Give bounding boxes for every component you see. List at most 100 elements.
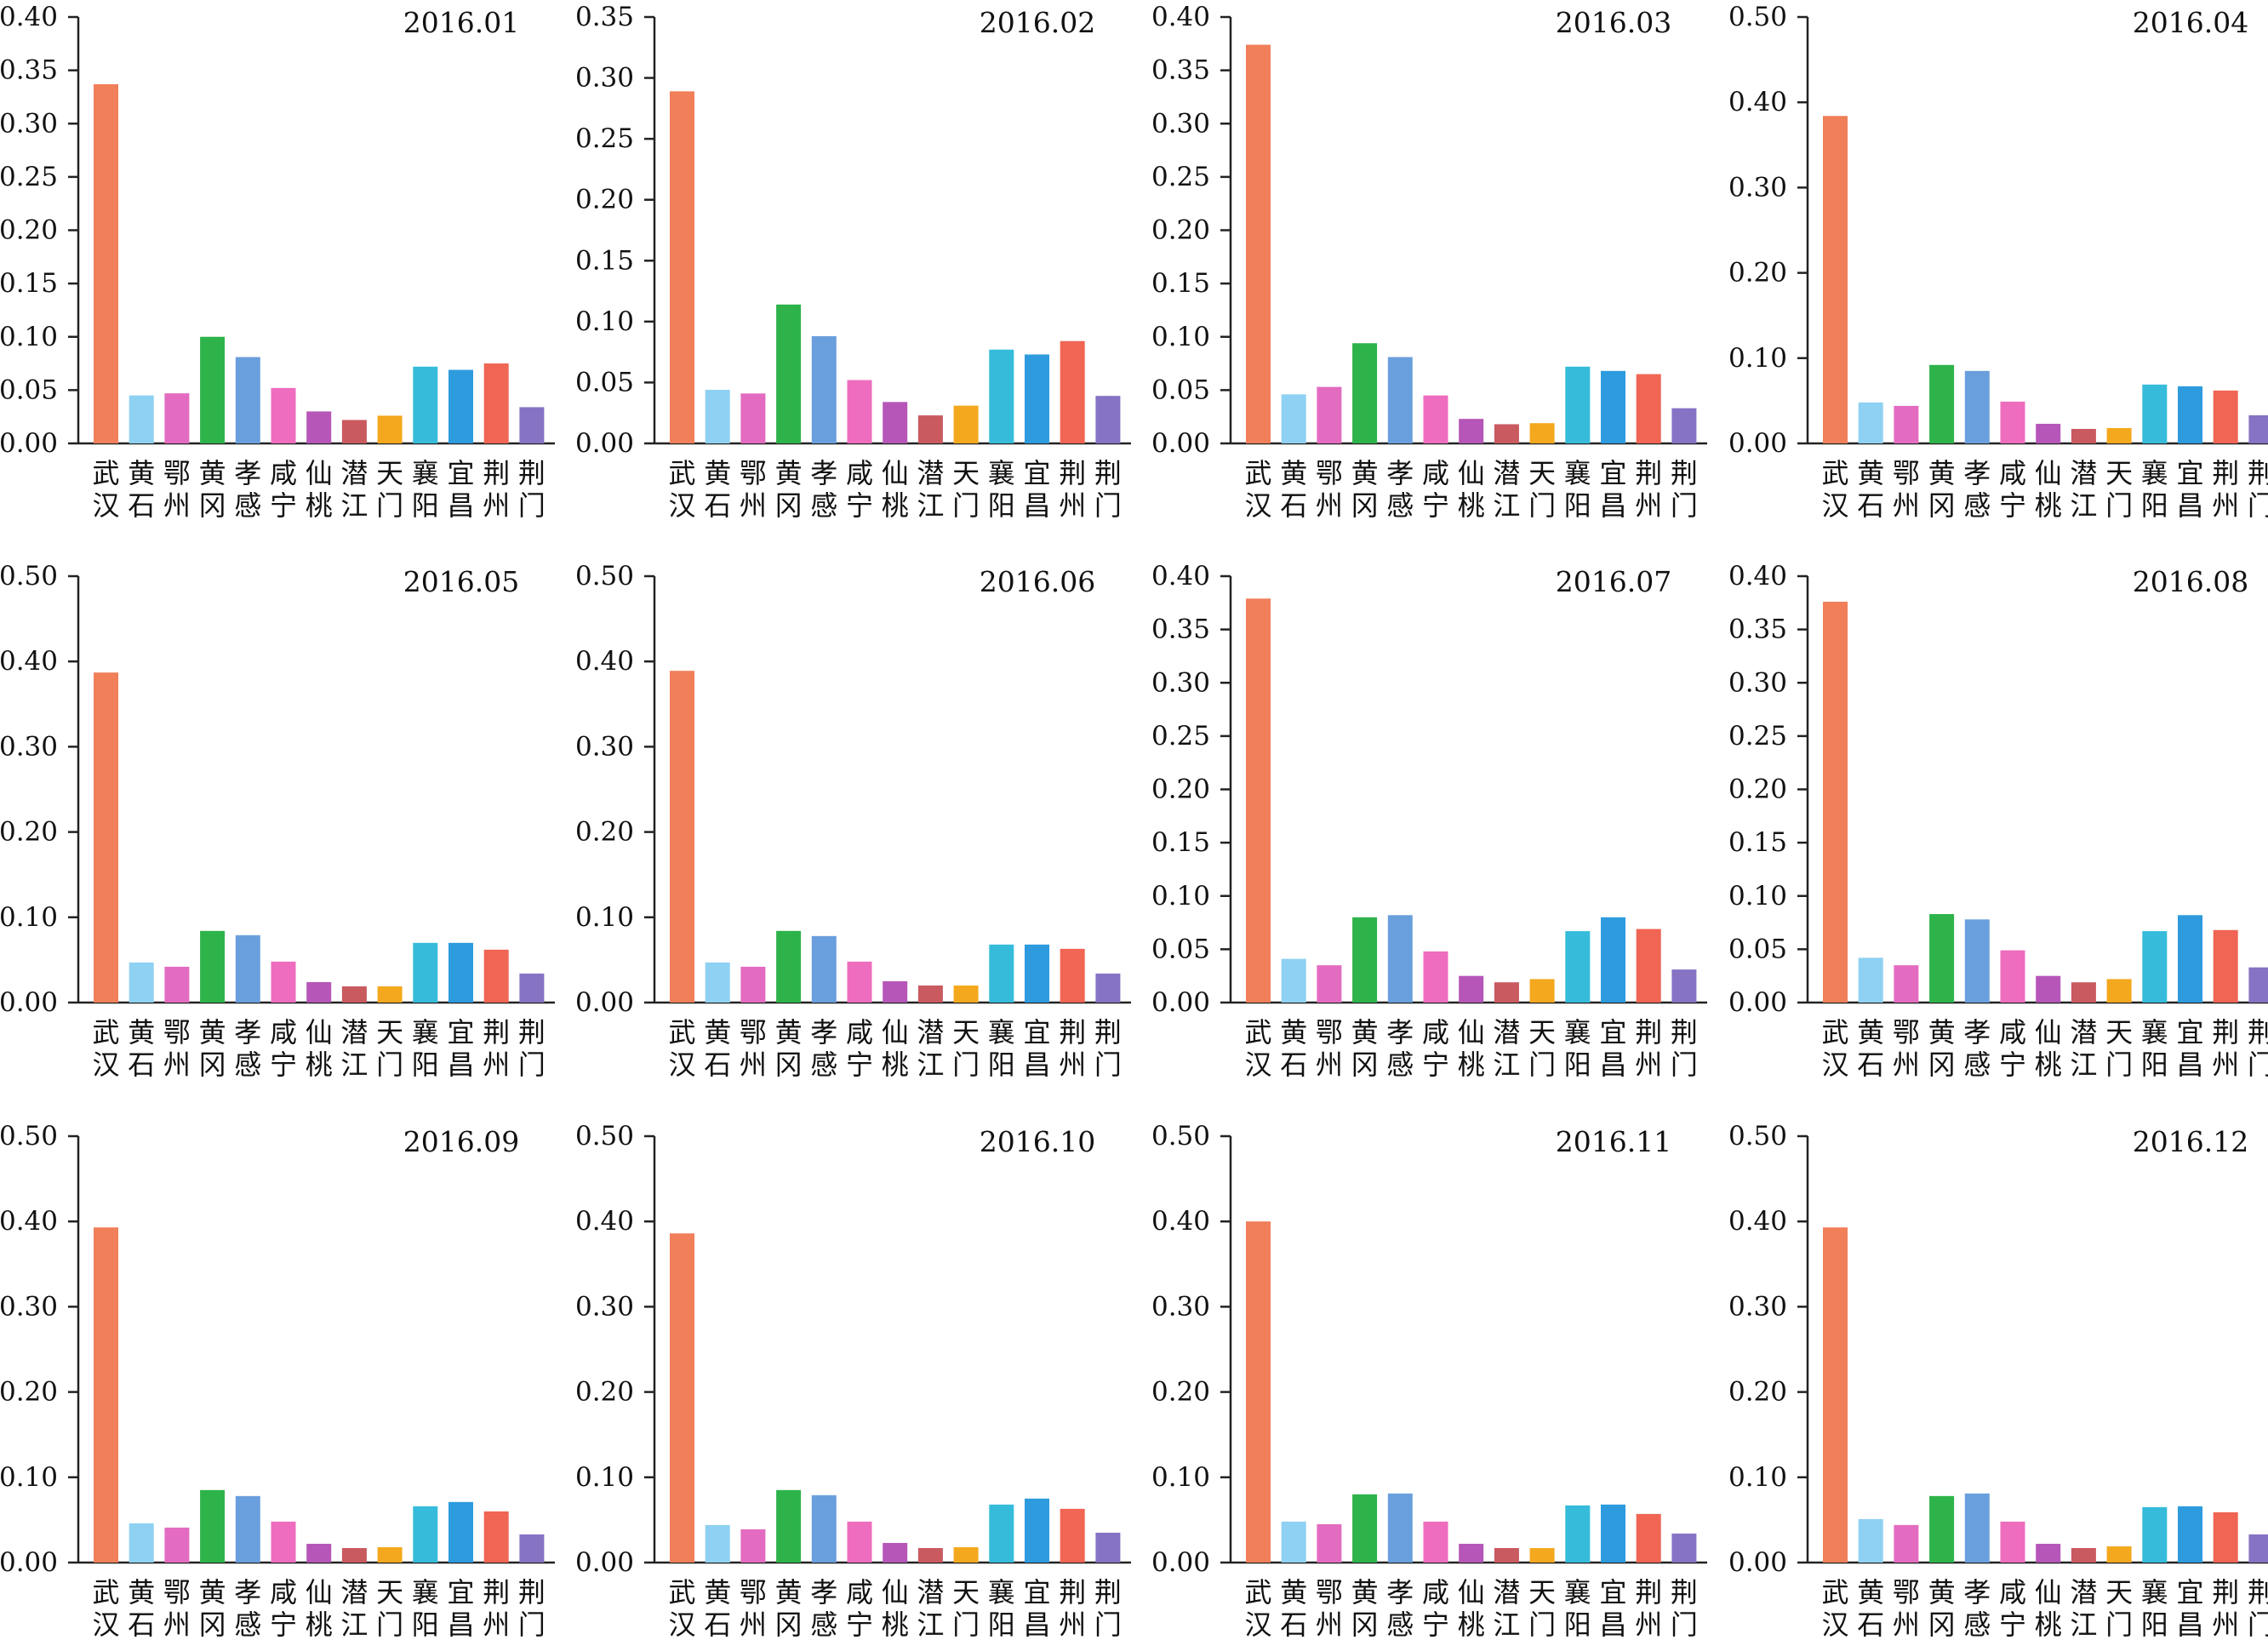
bar-武汉 xyxy=(670,671,694,1003)
category-label-荆门-2: 门 xyxy=(518,489,546,522)
bar-宜昌 xyxy=(448,942,473,1003)
bar-宜昌 xyxy=(2178,386,2202,443)
category-label-潜江-2: 江 xyxy=(340,489,368,522)
bar-宜昌 xyxy=(1601,917,1625,1003)
category-label-潜江-2: 江 xyxy=(917,489,944,522)
category-label-荆门-2: 门 xyxy=(1094,1609,1122,1640)
bar-咸宁 xyxy=(847,1521,872,1563)
bar-仙桃 xyxy=(2036,1543,2061,1563)
bar-黄石 xyxy=(1858,957,1883,1003)
category-label-天门-1: 天 xyxy=(2105,1576,2133,1609)
bar-荆州 xyxy=(1060,948,1085,1003)
bar-鄂州 xyxy=(164,393,190,443)
category-label-荆州-1: 荆 xyxy=(2212,1016,2239,1049)
category-label-仙桃-2: 桃 xyxy=(882,1049,909,1081)
category-label-潜江-1: 潜 xyxy=(2070,457,2097,489)
category-label-仙桃-1: 仙 xyxy=(306,1576,333,1609)
bar-黄冈 xyxy=(776,304,802,443)
category-label-襄阳-2: 阳 xyxy=(1564,489,1591,522)
category-label-孝感-2: 感 xyxy=(1963,1049,1991,1081)
category-label-宜昌-2: 昌 xyxy=(1023,1049,1050,1081)
category-label-孝感-2: 感 xyxy=(1386,1609,1414,1640)
bar-天门 xyxy=(377,986,403,1003)
category-label-荆门-2: 门 xyxy=(518,1049,546,1081)
category-label-襄阳-1: 襄 xyxy=(412,457,439,489)
category-label-荆门-1: 荆 xyxy=(518,457,546,489)
bar-天门 xyxy=(2106,427,2132,443)
category-label-荆州-2: 州 xyxy=(2212,489,2239,522)
bar-黄石 xyxy=(1858,1518,1883,1563)
category-label-武汉-1: 武 xyxy=(92,1016,119,1049)
y-tick-label: 0.20 xyxy=(1151,774,1210,805)
category-label-仙桃-2: 桃 xyxy=(306,489,333,522)
category-label-襄阳-2: 阳 xyxy=(2141,1609,2168,1640)
category-label-襄阳-2: 阳 xyxy=(988,489,1015,522)
y-tick-label: 0.00 xyxy=(575,428,634,459)
chart-panel-1: 0.00 0.05 0.10 0.15 0.20 0.25 0.30 0.35 0.40 2016… xyxy=(0,2,555,522)
category-label-荆州-2: 州 xyxy=(483,1609,510,1640)
bar-天门 xyxy=(2106,1546,2132,1563)
category-label-鄂州-1: 鄂 xyxy=(740,1016,767,1049)
y-tick-label: 0.30 xyxy=(1728,1291,1787,1322)
bar-荆州 xyxy=(1060,340,1085,443)
bar-宜昌 xyxy=(1601,1504,1625,1563)
bar-咸宁 xyxy=(1423,395,1448,443)
bar-鄂州 xyxy=(740,393,766,443)
category-label-荆州-1: 荆 xyxy=(483,457,510,489)
bar-襄阳 xyxy=(2142,1506,2168,1563)
bar-荆州 xyxy=(2213,1511,2238,1563)
bar-潜江 xyxy=(1494,1547,1519,1563)
category-label-潜江-2: 江 xyxy=(340,1049,368,1081)
y-tick-label: 0.10 xyxy=(575,306,634,337)
category-label-天门-2: 门 xyxy=(1528,1049,1556,1081)
category-label-孝感-1: 孝 xyxy=(234,1576,261,1609)
category-label-宜昌-1: 宜 xyxy=(2176,1576,2203,1609)
y-tick-label: 0.00 xyxy=(1728,428,1787,459)
category-label-黄石-1: 黄 xyxy=(1857,457,1884,489)
category-label-黄冈-2: 冈 xyxy=(1351,1049,1379,1081)
category-label-咸宁-1: 咸 xyxy=(270,457,297,489)
category-label-潜江-1: 潜 xyxy=(1493,1016,1520,1049)
category-label-鄂州-1: 鄂 xyxy=(163,457,191,489)
category-label-黄冈-1: 黄 xyxy=(1351,457,1379,489)
category-label-天门-1: 天 xyxy=(376,1016,403,1049)
category-label-宜昌-2: 昌 xyxy=(2176,1049,2203,1081)
bar-黄石 xyxy=(705,390,730,443)
category-label-黄石-2: 石 xyxy=(128,489,155,522)
category-label-潜江-1: 潜 xyxy=(340,457,368,489)
category-label-孝感-2: 感 xyxy=(234,1609,261,1640)
bar-荆门 xyxy=(519,1534,545,1563)
y-tick-label: 0.30 xyxy=(1151,667,1210,698)
bar-黄冈 xyxy=(1352,1494,1378,1563)
category-label-咸宁-2: 宁 xyxy=(1422,1049,1449,1081)
category-label-襄阳-2: 阳 xyxy=(412,1609,439,1640)
category-label-潜江-1: 潜 xyxy=(2070,1016,2097,1049)
category-label-襄阳-1: 襄 xyxy=(1564,1576,1591,1609)
category-label-潜江-1: 潜 xyxy=(917,1576,944,1609)
bar-荆州 xyxy=(1636,374,1661,443)
category-label-潜江-1: 潜 xyxy=(1493,457,1520,489)
category-label-黄石-2: 石 xyxy=(1857,489,1884,522)
bar-黄冈 xyxy=(1929,364,1955,443)
bar-咸宁 xyxy=(2000,950,2025,1003)
y-tick-label: 0.00 xyxy=(575,987,634,1018)
y-tick-label: 0.35 xyxy=(0,55,58,86)
category-label-鄂州-2: 州 xyxy=(740,1609,767,1640)
category-label-黄石-1: 黄 xyxy=(704,1576,731,1609)
bar-荆州 xyxy=(483,1511,509,1563)
bar-黄石 xyxy=(705,962,730,1003)
bar-仙桃 xyxy=(883,980,908,1003)
category-label-天门-2: 门 xyxy=(376,1049,403,1081)
panel-title: 2016.10 xyxy=(980,1125,1095,1158)
category-label-仙桃-2: 桃 xyxy=(882,1609,909,1640)
category-label-武汉-1: 武 xyxy=(1244,1576,1271,1609)
category-label-潜江-2: 江 xyxy=(917,1609,944,1640)
category-label-仙桃-1: 仙 xyxy=(1458,1576,1485,1609)
bar-鄂州 xyxy=(164,1527,190,1563)
y-tick-label: 0.20 xyxy=(1151,1377,1210,1408)
category-label-黄石-2: 石 xyxy=(1857,1049,1884,1081)
y-tick-label: 0.20 xyxy=(0,817,58,848)
category-label-天门-2: 门 xyxy=(952,1049,980,1081)
category-label-天门-1: 天 xyxy=(376,1576,403,1609)
y-tick-label: 0.05 xyxy=(0,374,58,405)
